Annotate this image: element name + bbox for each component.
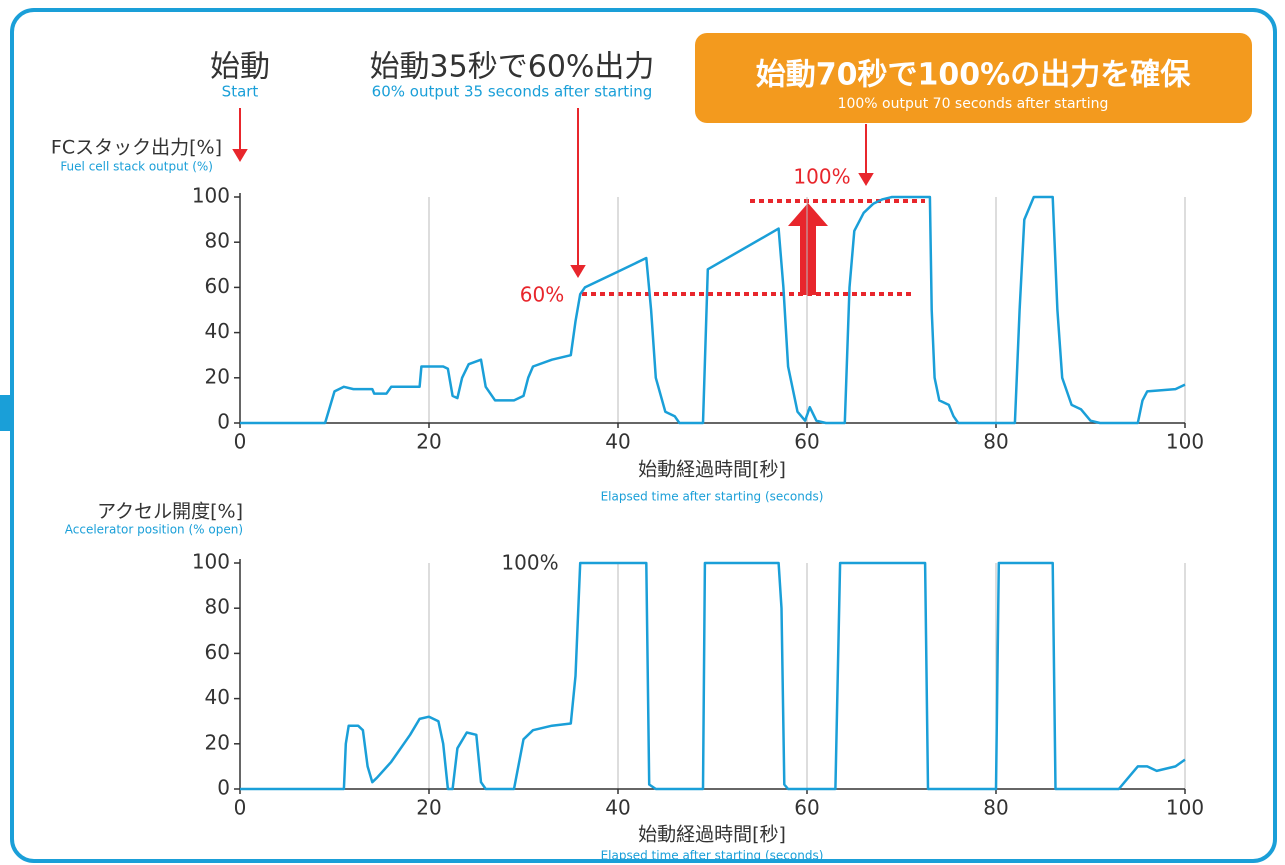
annotation: 始動70秒で100%の出力を確保 [756,58,1191,93]
data-line [240,195,1186,425]
annotation: 始動35秒で60%出力 [370,50,655,85]
y-axis-sublabel: Fuel cell stack output (%) [60,160,213,174]
annotation: Start [222,83,259,101]
x-axis-sublabel: Elapsed time after starting (seconds) [601,490,824,504]
x-tick-label: 40 [605,430,630,454]
x-tick-label: 20 [416,796,441,820]
y-tick-label: 0 [217,410,230,434]
x-tick-label: 0 [234,430,247,454]
y-axis-label: FCスタック出力[%] [51,137,222,159]
y-tick-label: 100 [192,550,230,574]
x-tick-label: 80 [983,430,1008,454]
annotation: 100% [793,165,850,189]
y-tick-label: 20 [205,364,230,388]
annotation: 100% output 70 seconds after starting [838,96,1109,112]
y-tick-label: 20 [205,730,230,754]
annotation: 始動 [210,50,270,85]
data-line [240,561,1186,791]
y-tick-label: 0 [217,776,230,800]
x-tick-label: 80 [983,796,1008,820]
annotation: 60% [520,283,564,307]
y-tick-label: 60 [205,274,230,298]
y-axis-sublabel: Accelerator position (% open) [65,523,243,537]
highlight-box [695,33,1252,123]
reference-lines [582,199,925,296]
y-tick-label: 80 [205,595,230,619]
annotation: 60% output 35 seconds after starting [372,83,653,101]
x-axis-label: 始動経過時間[秒] [638,459,786,481]
y-tick-label: 40 [205,319,230,343]
x-tick-label: 40 [605,796,630,820]
x-axis-label: 始動経過時間[秒] [638,824,786,846]
x-tick-label: 100 [1166,796,1204,820]
x-tick-label: 20 [416,430,441,454]
frame [10,8,1277,863]
x-tick-label: 100 [1166,430,1204,454]
side-tab [0,395,10,431]
x-tick-label: 60 [794,430,819,454]
y-tick-label: 60 [205,640,230,664]
x-tick-label: 60 [794,796,819,820]
increase-arrow [788,203,828,295]
annotation: 100% [501,551,558,575]
y-axis-label: アクセル開度[%] [97,501,243,523]
y-tick-label: 40 [205,685,230,709]
y-tick-label: 80 [205,229,230,253]
red-arrows [232,108,874,278]
y-tick-label: 100 [192,184,230,208]
x-axis-sublabel: Elapsed time after starting (seconds) [601,849,824,863]
x-tick-label: 0 [234,796,247,820]
